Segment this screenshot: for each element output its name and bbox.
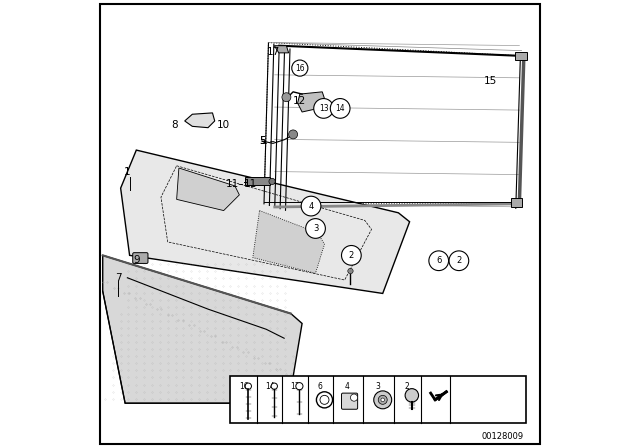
Circle shape: [245, 383, 252, 389]
Polygon shape: [253, 211, 324, 273]
Circle shape: [348, 268, 353, 274]
Polygon shape: [185, 113, 214, 128]
Polygon shape: [177, 168, 239, 211]
Polygon shape: [275, 46, 289, 53]
Text: 2: 2: [349, 251, 354, 260]
FancyBboxPatch shape: [132, 253, 148, 263]
Circle shape: [301, 196, 321, 216]
Text: 12: 12: [293, 96, 307, 106]
Text: 4: 4: [308, 202, 314, 211]
Text: 16: 16: [295, 64, 305, 73]
FancyBboxPatch shape: [515, 52, 527, 60]
Text: 14: 14: [335, 104, 345, 113]
Text: 00128009: 00128009: [482, 432, 524, 441]
Circle shape: [320, 396, 329, 404]
Text: 2: 2: [405, 382, 410, 391]
Circle shape: [314, 99, 333, 118]
Text: 15: 15: [484, 76, 497, 86]
Polygon shape: [120, 150, 410, 293]
Circle shape: [449, 251, 468, 271]
Polygon shape: [298, 92, 324, 112]
Circle shape: [374, 391, 392, 409]
Text: 7: 7: [115, 273, 122, 283]
Polygon shape: [102, 255, 302, 403]
Text: 8: 8: [171, 121, 178, 130]
Text: 9: 9: [133, 255, 140, 265]
Circle shape: [330, 99, 350, 118]
Circle shape: [351, 394, 358, 401]
Text: 14: 14: [265, 382, 275, 391]
Circle shape: [381, 398, 385, 401]
FancyBboxPatch shape: [245, 177, 270, 185]
Circle shape: [342, 246, 361, 265]
FancyBboxPatch shape: [511, 198, 522, 207]
Circle shape: [316, 392, 333, 408]
Circle shape: [306, 219, 325, 238]
Circle shape: [282, 93, 291, 102]
Circle shape: [429, 251, 449, 271]
Text: 6: 6: [436, 256, 442, 265]
Text: 11–: 11–: [225, 179, 244, 189]
Text: 3: 3: [376, 382, 381, 391]
Text: 4: 4: [345, 382, 350, 391]
Circle shape: [378, 396, 387, 404]
Text: 5: 5: [260, 136, 266, 146]
Bar: [230, 376, 526, 423]
Circle shape: [296, 383, 303, 390]
Text: 10: 10: [217, 121, 230, 130]
Text: 2: 2: [456, 256, 461, 265]
Text: 16: 16: [239, 382, 249, 391]
Circle shape: [271, 383, 278, 389]
Text: 13: 13: [290, 382, 300, 391]
Text: 6: 6: [317, 382, 323, 391]
Circle shape: [405, 388, 419, 402]
Text: 11: 11: [244, 179, 257, 189]
Circle shape: [292, 60, 308, 76]
Circle shape: [269, 178, 275, 185]
Text: 17: 17: [266, 47, 280, 56]
Text: 1: 1: [124, 168, 131, 177]
Circle shape: [289, 130, 298, 139]
FancyBboxPatch shape: [342, 393, 358, 409]
Text: 3: 3: [313, 224, 318, 233]
Text: 5 –: 5 –: [260, 136, 275, 146]
Text: 13: 13: [319, 104, 328, 113]
